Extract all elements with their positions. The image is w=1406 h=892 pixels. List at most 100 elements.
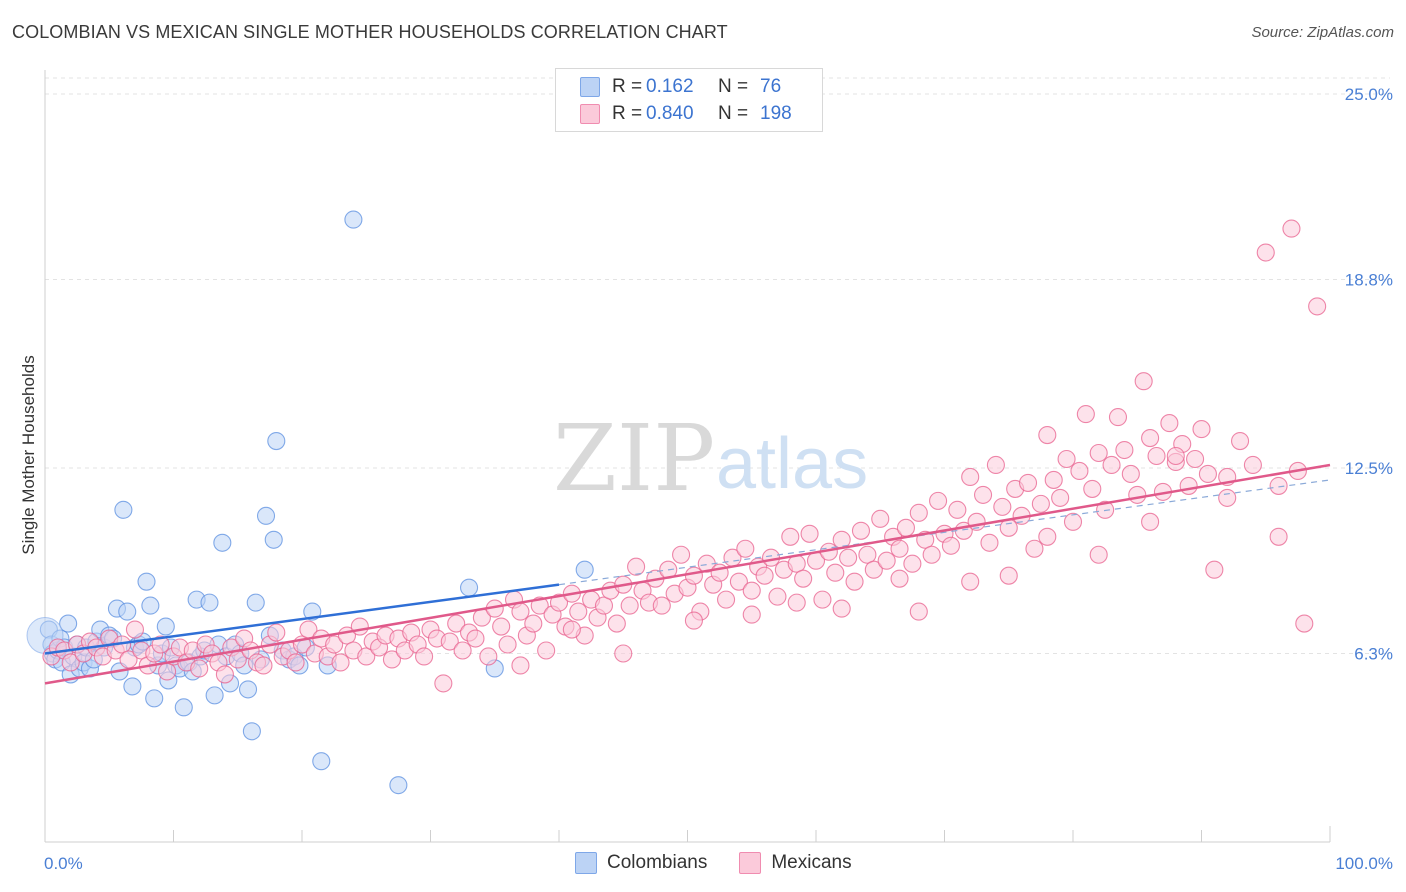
data-point (684, 611, 703, 630)
y-tick-labels: 6.3% 12.5% 18.8% 25.0% (1345, 85, 1393, 664)
data-point (246, 593, 265, 612)
data-point (174, 698, 193, 717)
data-point (986, 455, 1005, 475)
data-point (1096, 500, 1115, 519)
data-point (440, 632, 459, 651)
correlation-legend: R = 0.162 N = 76 R = 0.840 N = 198 (555, 68, 823, 132)
legend-item-colombians[interactable]: Colombians (575, 852, 707, 874)
data-point (768, 587, 787, 606)
data-point (961, 467, 980, 486)
series-legend: Colombians Mexicans (575, 852, 884, 874)
n-label: N = (718, 76, 749, 97)
data-point (447, 614, 466, 633)
data-point (1308, 297, 1327, 316)
data-point (787, 593, 806, 612)
data-point (1102, 455, 1121, 475)
data-point (479, 647, 498, 666)
series-colombians (26, 210, 594, 795)
data-point (980, 533, 999, 552)
data-point (594, 596, 614, 615)
trend-line-colombians-extension (558, 479, 1331, 586)
trend-line-mexicans (44, 463, 1331, 685)
data-point (1115, 440, 1134, 460)
legend-row-colombians: R = 0.162 N = 76 (580, 75, 781, 99)
legend-label: Colombians (607, 852, 708, 873)
legend-item-mexicans[interactable]: Mexicans (739, 852, 852, 874)
data-point (1160, 414, 1179, 433)
data-point (303, 602, 322, 621)
data-point (1134, 372, 1153, 391)
data-point (254, 656, 273, 675)
data-point (614, 644, 633, 663)
x-tick-label-min: 0.0% (44, 854, 83, 873)
data-point (684, 566, 703, 585)
data-point (1121, 464, 1140, 484)
series-mexicans (42, 219, 1327, 693)
r-label: R = (612, 103, 643, 124)
data-point (890, 539, 909, 558)
data-point (59, 614, 78, 633)
data-point (890, 569, 909, 588)
data-point (205, 686, 224, 705)
data-point (851, 521, 871, 540)
data-point (530, 596, 549, 615)
data-point (434, 674, 453, 693)
data-point (524, 614, 543, 633)
data-point (781, 527, 800, 546)
data-point (1186, 449, 1205, 469)
data-point (114, 500, 133, 519)
data-point (652, 596, 671, 615)
r-value: 0.840 (646, 103, 694, 124)
data-point (1141, 512, 1160, 531)
data-point (896, 518, 916, 537)
data-point (672, 545, 691, 564)
axes (44, 70, 1331, 843)
data-point (415, 647, 434, 666)
data-point (1269, 527, 1288, 546)
data-point (267, 431, 286, 451)
data-point (1166, 446, 1185, 466)
data-point (118, 602, 137, 621)
data-point (839, 548, 858, 567)
n-label: N = (718, 103, 749, 124)
data-point (800, 524, 819, 543)
data-point (61, 653, 80, 672)
watermark-atlas: atlas (716, 424, 868, 504)
data-point (1025, 539, 1044, 558)
r-value: 0.162 (646, 76, 694, 97)
data-point (903, 554, 922, 573)
data-point (575, 560, 594, 579)
data-point (1192, 420, 1211, 439)
data-point (459, 578, 479, 597)
y-tick-label: 25.0% (1345, 85, 1393, 104)
data-point (145, 689, 164, 708)
data-point (909, 503, 928, 522)
data-point (312, 752, 331, 771)
legend-row-mexicans: R = 0.840 N = 198 (580, 102, 792, 126)
data-point (344, 210, 363, 229)
data-point (1018, 473, 1038, 492)
data-point (1256, 243, 1275, 262)
data-point (716, 590, 736, 609)
data-point (141, 596, 160, 615)
data-point (607, 614, 626, 633)
y-axis-title: Single Mother Households (19, 355, 38, 554)
data-point (742, 605, 761, 624)
data-point (1205, 560, 1224, 579)
data-point (864, 560, 883, 579)
data-point (941, 536, 960, 555)
data-point (1076, 405, 1095, 424)
n-value: 198 (760, 103, 792, 124)
data-point (498, 635, 517, 654)
data-point (736, 539, 755, 558)
data-point (511, 602, 530, 621)
data-point (922, 545, 941, 564)
data-point (242, 722, 261, 741)
data-point (286, 653, 305, 672)
data-point (125, 620, 144, 639)
data-point (256, 506, 276, 525)
data-point (1089, 443, 1108, 463)
data-point (325, 635, 344, 654)
data-point (238, 680, 258, 699)
